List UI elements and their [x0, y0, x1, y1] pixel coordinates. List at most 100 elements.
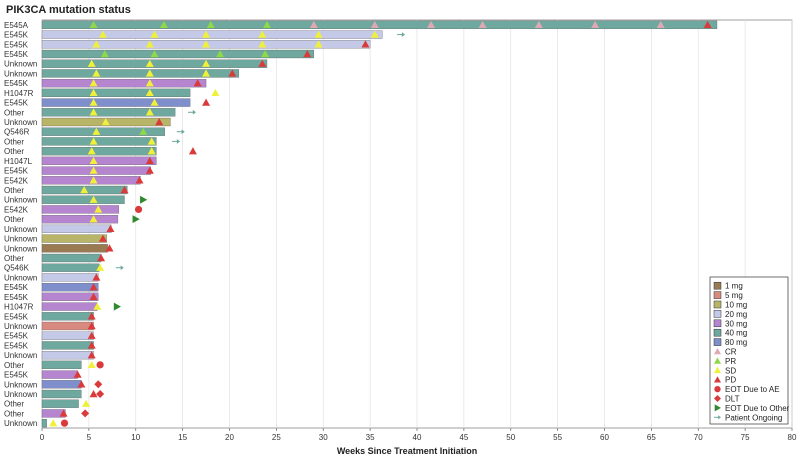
event-marker: [87, 59, 96, 67]
event-marker: [89, 79, 98, 87]
patient-row: E545K: [4, 292, 99, 302]
patient-row: Unknown: [4, 117, 171, 127]
patient-row: Other: [4, 409, 90, 418]
patient-bar: [41, 88, 191, 97]
event-marker: [60, 419, 69, 427]
legend-label: 10 mg: [725, 301, 747, 310]
x-tick-label: 80: [788, 433, 797, 442]
y-tick-label: Unknown: [4, 390, 37, 399]
event-marker: [89, 195, 98, 203]
patient-row: E542K: [4, 205, 143, 214]
y-tick-label: E545K: [4, 341, 29, 350]
patient-bar: [41, 370, 78, 379]
y-tick-label: E545K: [4, 167, 29, 176]
legend-swatch: [713, 328, 722, 337]
event-marker: [145, 59, 154, 67]
event-marker: [427, 20, 436, 29]
patient-bar: [41, 59, 268, 68]
patient-row: H1047R: [4, 302, 121, 312]
patient-bar: [41, 312, 94, 321]
event-marker: [49, 419, 58, 427]
y-tick-label: E545K: [4, 283, 29, 292]
patient-bar: [41, 283, 99, 292]
patient-row: Other: [4, 137, 181, 146]
x-axis-label: Weeks Since Treatment Initiation: [337, 446, 477, 456]
legend-marker: [714, 395, 721, 402]
y-tick-label: E545K: [4, 31, 29, 40]
patient-row: Other: [4, 147, 197, 156]
patient-bar: [41, 351, 94, 360]
event-marker: [176, 129, 185, 135]
patient-bar: [41, 389, 82, 399]
patient-bar: [41, 341, 94, 350]
event-marker: [92, 40, 101, 48]
y-tick-label: Unknown: [4, 118, 37, 127]
event-marker: [188, 109, 196, 115]
legend-label: EOT Due to Other: [725, 404, 790, 413]
patient-bar: [41, 302, 98, 311]
event-marker: [98, 30, 107, 38]
x-tick-label: 20: [225, 433, 234, 442]
patient-bar: [41, 321, 94, 331]
legend-label: SD: [725, 366, 736, 375]
patient-bar: [41, 380, 82, 389]
y-tick-label: Other: [4, 137, 24, 146]
patient-row: E545K: [4, 370, 82, 380]
event-marker: [258, 30, 267, 38]
y-tick-label: Unknown: [4, 273, 37, 282]
legend-label: 30 mg: [725, 319, 747, 328]
patient-row: Q546K: [4, 263, 124, 273]
patient-row: H1047L: [4, 156, 157, 166]
x-tick-label: 55: [553, 433, 562, 442]
patient-bar: [41, 156, 157, 165]
event-marker: [140, 195, 148, 204]
ongoing-arrow-head: [176, 139, 181, 144]
patient-row: E545K: [4, 79, 207, 88]
patient-row: E545K: [4, 283, 99, 292]
event-marker: [202, 40, 211, 48]
event-marker: [150, 30, 159, 38]
ongoing-arrow-head: [192, 109, 196, 115]
event-marker: [150, 50, 159, 58]
event-marker: [89, 137, 98, 145]
event-marker: [89, 88, 98, 97]
patient-row: E545K: [4, 30, 406, 40]
legend-label: PD: [725, 376, 736, 385]
event-marker: [228, 69, 237, 77]
event-marker: [370, 30, 379, 38]
legend-marker: [714, 366, 721, 374]
patient-row: Unknown: [4, 419, 69, 428]
y-tick-label: Unknown: [4, 60, 37, 69]
legend-swatch: [713, 300, 722, 309]
legend-label: DLT: [725, 395, 740, 404]
event-marker: [135, 176, 144, 184]
patient-bar: [41, 399, 79, 408]
event-marker: [87, 351, 96, 359]
y-tick-label: E542K: [4, 176, 29, 185]
y-tick-label: Other: [4, 215, 24, 224]
event-marker: [303, 50, 312, 58]
patient-row: Unknown: [4, 273, 101, 282]
y-tick-label: E545K: [4, 79, 29, 88]
event-marker: [82, 399, 91, 407]
patient-row: Unknown: [4, 321, 96, 331]
patient-bar: [41, 108, 176, 117]
y-tick-label: H1047L: [4, 157, 33, 166]
x-tick-label: 60: [600, 433, 609, 442]
y-tick-label: H1047R: [4, 303, 34, 312]
event-marker: [155, 118, 164, 126]
event-marker: [87, 147, 96, 155]
patient-row: Unknown: [4, 351, 96, 360]
event-marker: [80, 186, 89, 194]
event-marker: [89, 215, 98, 223]
event-marker: [534, 20, 543, 29]
event-marker: [361, 40, 370, 48]
x-tick-label: 70: [694, 433, 703, 442]
patient-bar: [41, 292, 99, 301]
y-tick-label: E545K: [4, 99, 29, 108]
legend-label: CR: [725, 348, 737, 357]
event-marker: [89, 176, 98, 184]
event-marker: [145, 108, 154, 116]
patient-bar: [41, 331, 94, 340]
